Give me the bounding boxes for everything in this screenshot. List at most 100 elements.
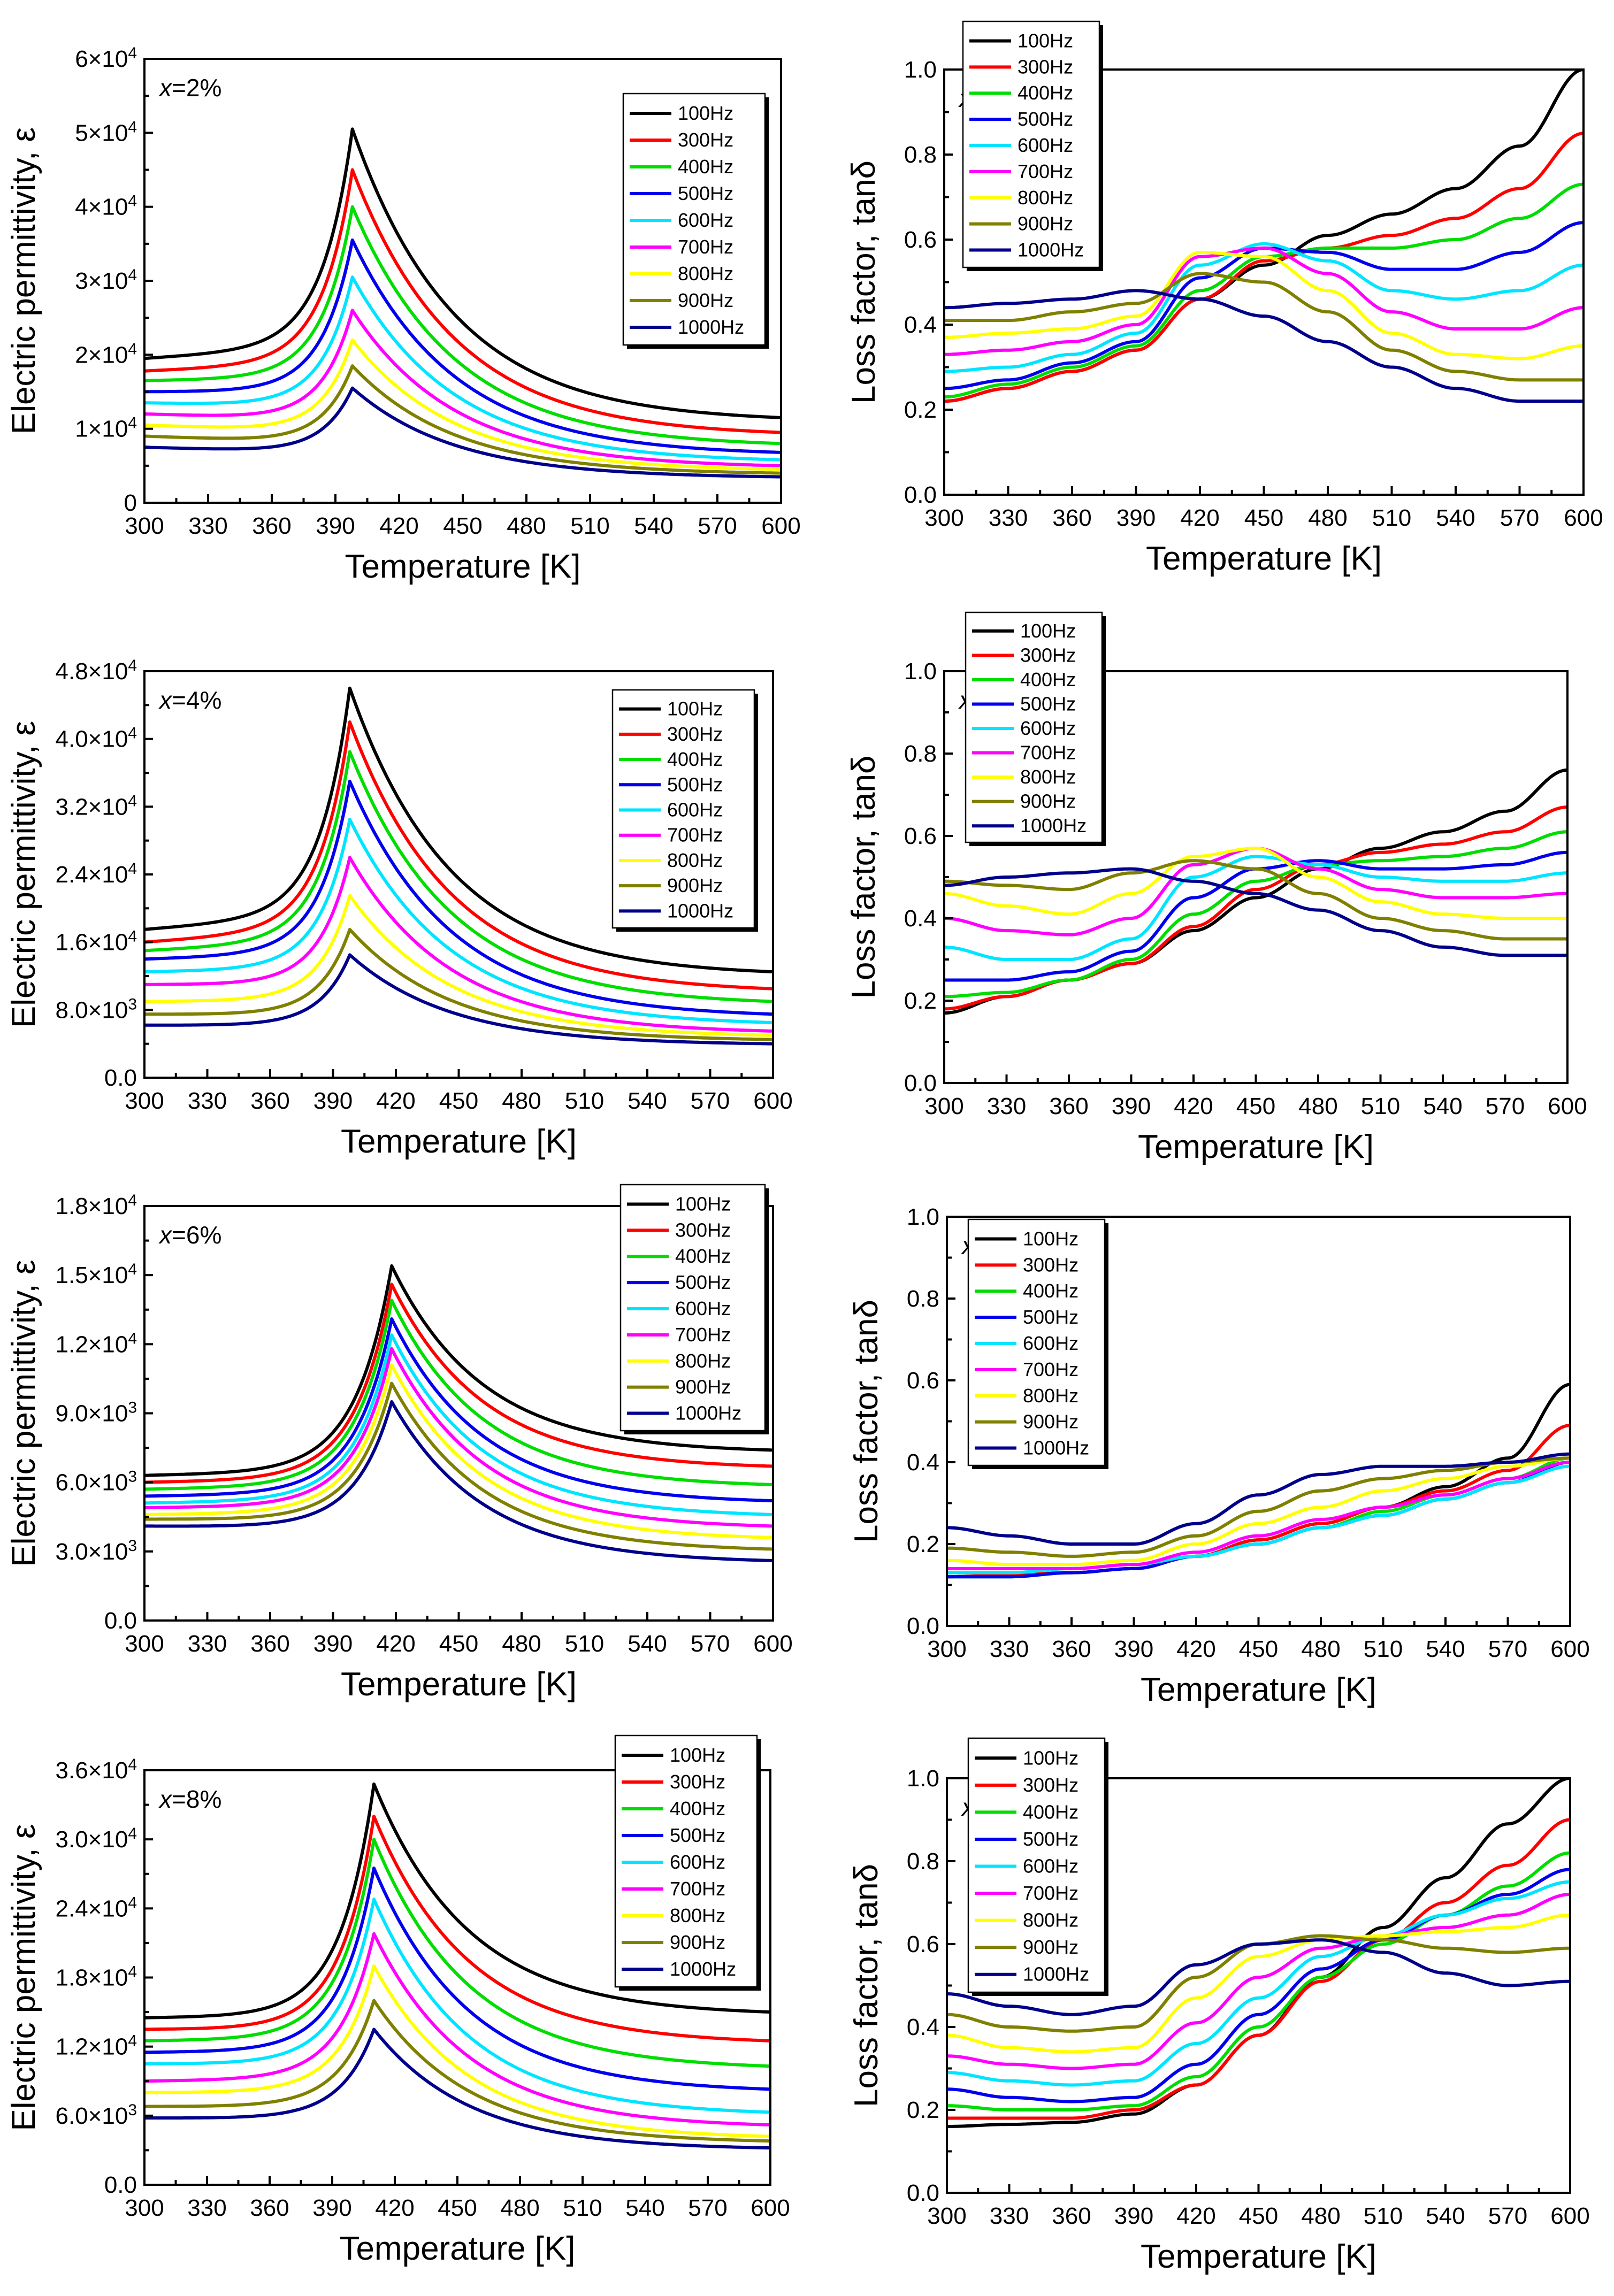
y-tick-label: 1.0 [904, 658, 937, 685]
x-tick-label: 300 [125, 513, 164, 539]
y-axis-label: Electric permittivity, ε [5, 1824, 42, 2131]
legend-label: 800Hz [1023, 1385, 1078, 1407]
x-axis-label: Temperature [K] [1138, 1128, 1374, 1165]
legend-label: 500Hz [667, 773, 723, 795]
x-tick-label: 540 [1426, 1636, 1465, 1662]
series-line-500Hz [144, 238, 781, 454]
y-tick-label: 0.0 [104, 2172, 137, 2198]
series-group [947, 1383, 1570, 1579]
legend-label: 900Hz [670, 1931, 725, 1953]
legend-label: 700Hz [1023, 1358, 1078, 1380]
y-tick-label: 1.5×104 [56, 1261, 137, 1289]
y-tick-label: 0.8 [907, 1848, 939, 1875]
x-tick-label: 360 [250, 2195, 289, 2221]
series-group [947, 1778, 1570, 2128]
x-axis-label: Temperature [K] [1141, 2238, 1376, 2275]
y-tick-label: 1.0 [904, 57, 937, 83]
x-tick-label: 540 [1426, 2203, 1465, 2229]
legend-label: 300Hz [1020, 644, 1076, 666]
x-tick-label: 570 [1488, 1636, 1527, 1662]
legend-label: 100Hz [670, 1744, 725, 1766]
legend-label: 1000Hz [678, 316, 744, 338]
legend-label: 600Hz [667, 799, 723, 821]
series-line-900Hz [144, 1381, 773, 1551]
y-tick-label: 0.4 [904, 312, 937, 338]
x-tick-label: 420 [375, 2195, 414, 2221]
x-tick-label: 360 [1052, 2203, 1091, 2229]
x-tick-label: 450 [1244, 505, 1283, 531]
series-line-600Hz [947, 1880, 1570, 2087]
legend-label: 500Hz [678, 182, 733, 204]
x-tick-label: 330 [188, 1631, 227, 1657]
legend-label: 500Hz [675, 1271, 731, 1293]
x-tick-label: 480 [1298, 1093, 1337, 1119]
y-tick-label: 1.6×104 [56, 927, 137, 956]
x-tick-label: 510 [1372, 505, 1411, 531]
x-axis-label: Temperature [K] [345, 548, 580, 585]
y-tick-label: 0.4 [907, 2014, 939, 2040]
x-tick-label: 360 [252, 513, 291, 539]
series-line-700Hz [144, 1932, 770, 2127]
legend-label: 500Hz [1020, 693, 1076, 715]
legend: 100Hz 300Hz 400Hz 500Hz 600Hz 700Hz 800Hz 900Hz… [622, 93, 769, 349]
legend-label: 700Hz [1023, 1882, 1078, 1904]
legend-label: 300Hz [667, 723, 723, 745]
series-line-400Hz [144, 750, 773, 1003]
series-line-600Hz [144, 1333, 773, 1516]
legend-label: 1000Hz [1020, 815, 1087, 836]
x-axis-label: Temperature [K] [341, 1666, 577, 1703]
y-tick-label: 1.8×104 [56, 1963, 137, 1991]
x-tick-label: 540 [1436, 505, 1475, 531]
legend: 100Hz 300Hz 400Hz 500Hz 600Hz 700Hz 800Hz 900Hz… [967, 1737, 1108, 1996]
y-tick-label: 3.2×104 [56, 792, 137, 820]
legend-label: 900Hz [1023, 1411, 1078, 1433]
legend-label: 1000Hz [1023, 1437, 1089, 1459]
y-tick-label: 0.0 [104, 1608, 137, 1634]
series-group [144, 686, 773, 1046]
x-tick-label: 510 [1364, 2203, 1403, 2229]
x-axis-label: Temperature [K] [339, 2230, 575, 2267]
x-tick-label: 390 [1114, 1636, 1153, 1662]
legend-label: 1000Hz [1023, 1963, 1089, 1985]
series-line-800Hz [947, 1456, 1570, 1566]
series-line-800Hz [144, 1363, 773, 1539]
legend-label: 600Hz [1020, 717, 1076, 739]
x-tick-label: 480 [507, 513, 546, 539]
x-tick-label: 600 [761, 513, 800, 539]
series-line-1000Hz [144, 1400, 773, 1563]
legend: 100Hz 300Hz 400Hz 500Hz 600Hz 700Hz 800Hz 900Hz… [611, 689, 758, 932]
x-tick-label: 450 [439, 1088, 478, 1114]
x-tick-label: 600 [1550, 2203, 1589, 2229]
y-tick-label: 0.0 [907, 2180, 939, 2206]
x-tick-label: 360 [250, 1088, 289, 1114]
x-tick-label: 450 [439, 1631, 478, 1657]
series-line-1000Hz [144, 2028, 770, 2150]
legend-label: 400Hz [667, 748, 723, 770]
legend-label: 900Hz [678, 289, 733, 311]
y-tick-label: 2×104 [75, 340, 137, 368]
series-line-1000Hz [944, 867, 1567, 957]
series-line-700Hz [947, 1461, 1570, 1570]
series-line-300Hz [144, 168, 781, 434]
x-tick-label: 540 [1423, 1093, 1462, 1119]
y-axis-label: Electric permittivity, ε [5, 1260, 42, 1566]
chart-loss-x4: 300 330 360 390 420 450 480 510 540 570 600 0.0 0.2 0… [845, 611, 1587, 1165]
series-line-1000Hz [144, 953, 773, 1046]
series-line-700Hz [944, 246, 1584, 356]
composition-annotation: x=2% [158, 74, 221, 102]
series-line-100Hz [144, 686, 773, 974]
x-tick-label: 600 [753, 1088, 792, 1114]
series-line-400Hz [944, 830, 1567, 999]
series-line-100Hz [144, 1264, 773, 1477]
x-tick-label: 360 [250, 1631, 289, 1657]
series-line-800Hz [944, 847, 1567, 920]
y-tick-label: 6×104 [75, 44, 137, 73]
y-axis-label: Loss factor, tanδ [848, 1300, 885, 1543]
x-tick-label: 330 [188, 513, 227, 539]
legend-label: 700Hz [678, 236, 733, 258]
y-tick-label: 0.0 [904, 482, 937, 508]
series-line-400Hz [144, 1299, 773, 1491]
x-tick-label: 600 [753, 1631, 792, 1657]
series-line-700Hz [944, 847, 1567, 936]
